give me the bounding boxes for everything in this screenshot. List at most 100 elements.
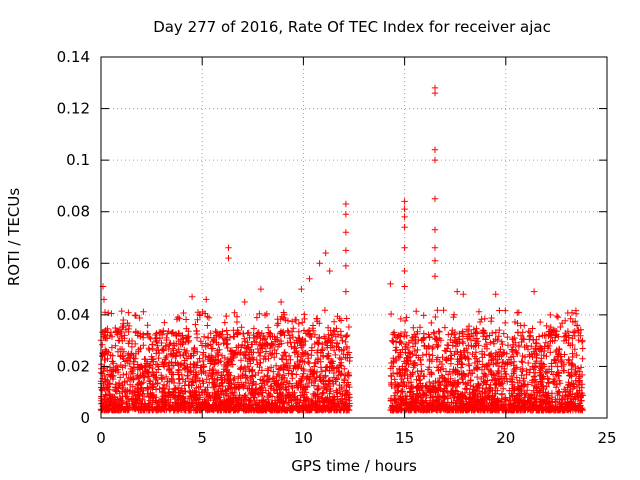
roti-point bbox=[420, 312, 427, 319]
roti-point bbox=[333, 339, 341, 347]
roti-point bbox=[272, 336, 279, 343]
roti-point bbox=[176, 315, 183, 322]
roti-point bbox=[174, 400, 181, 407]
roti-point bbox=[168, 329, 176, 337]
roti-point bbox=[128, 396, 135, 403]
y-tick-label: 0.06 bbox=[57, 254, 90, 272]
roti-point bbox=[492, 291, 499, 298]
roti-point bbox=[158, 331, 166, 338]
roti-point bbox=[193, 392, 200, 399]
roti-point bbox=[100, 296, 108, 303]
roti-point bbox=[308, 397, 315, 404]
roti-point bbox=[300, 337, 308, 345]
roti-point bbox=[312, 391, 319, 399]
roti-point bbox=[144, 330, 151, 337]
roti-point bbox=[401, 224, 408, 231]
roti-point bbox=[543, 322, 550, 330]
roti-point bbox=[130, 358, 138, 365]
roti-point bbox=[329, 394, 337, 401]
roti-point bbox=[334, 389, 341, 396]
roti-point bbox=[258, 406, 265, 414]
roti-point bbox=[389, 338, 396, 345]
roti-point bbox=[498, 390, 506, 397]
roti-point bbox=[459, 361, 466, 368]
roti-point bbox=[339, 337, 346, 344]
roti-point bbox=[326, 367, 333, 375]
roti-point bbox=[190, 360, 197, 368]
roti-point bbox=[255, 369, 262, 377]
roti-point bbox=[120, 348, 127, 355]
roti-point bbox=[277, 403, 284, 410]
roti-point bbox=[525, 328, 532, 335]
roti-point bbox=[319, 353, 327, 360]
roti-point bbox=[512, 347, 519, 354]
roti-point bbox=[487, 339, 494, 346]
roti-point bbox=[125, 309, 132, 316]
roti-point bbox=[183, 347, 191, 355]
roti-point bbox=[252, 381, 260, 388]
roti-point bbox=[209, 371, 216, 378]
roti-point bbox=[306, 331, 313, 338]
roti-point bbox=[244, 344, 251, 352]
roti-point bbox=[109, 375, 117, 383]
roti-point bbox=[258, 367, 266, 374]
roti-point bbox=[319, 346, 326, 353]
roti-point bbox=[230, 376, 237, 384]
roti-point bbox=[102, 391, 109, 398]
roti-point bbox=[190, 352, 197, 359]
roti-point bbox=[251, 388, 258, 396]
roti-point bbox=[289, 384, 296, 392]
roti-point bbox=[287, 339, 294, 346]
roti-point bbox=[306, 275, 313, 282]
roti-point bbox=[297, 342, 305, 349]
roti-point bbox=[105, 401, 113, 408]
roti-point bbox=[280, 381, 287, 388]
roti-point bbox=[342, 388, 349, 395]
roti-point bbox=[342, 333, 350, 340]
roti-point bbox=[128, 343, 136, 351]
roti-point bbox=[211, 380, 219, 388]
roti-point bbox=[159, 345, 167, 353]
roti-point bbox=[329, 364, 336, 372]
roti-point bbox=[246, 397, 253, 405]
roti-point bbox=[281, 363, 288, 371]
roti-point bbox=[135, 348, 142, 355]
roti-point bbox=[401, 244, 408, 251]
roti-point bbox=[124, 319, 131, 327]
roti-point bbox=[149, 393, 156, 400]
roti-point bbox=[199, 357, 207, 365]
roti-point bbox=[146, 377, 153, 385]
roti-point bbox=[288, 403, 295, 411]
roti-point bbox=[521, 322, 528, 329]
roti-point bbox=[209, 338, 217, 345]
roti-point bbox=[188, 293, 196, 300]
roti-point bbox=[168, 358, 175, 366]
roti-point bbox=[337, 332, 345, 339]
roti-point bbox=[222, 363, 229, 371]
roti-point bbox=[187, 367, 194, 375]
roti-point bbox=[146, 334, 153, 341]
roti-point bbox=[289, 375, 296, 382]
roti-point bbox=[211, 361, 218, 368]
chart-title: Day 277 of 2016, Rate Of TEC Index for r… bbox=[153, 18, 551, 36]
roti-point bbox=[120, 406, 128, 413]
roti-point bbox=[403, 314, 410, 321]
roti-point bbox=[149, 341, 156, 348]
roti-point bbox=[264, 324, 272, 331]
roti-point bbox=[224, 359, 231, 366]
roti-point bbox=[431, 195, 439, 202]
roti-point bbox=[100, 396, 108, 403]
roti-point bbox=[246, 349, 253, 356]
roti-point bbox=[283, 377, 291, 385]
roti-point bbox=[113, 363, 121, 370]
roti-point bbox=[314, 382, 322, 390]
roti-point bbox=[342, 200, 350, 208]
roti-point bbox=[161, 359, 168, 366]
roti-point bbox=[144, 322, 151, 329]
roti-point bbox=[314, 339, 322, 347]
roti-point bbox=[266, 375, 273, 383]
roti-point bbox=[256, 340, 263, 348]
roti-point bbox=[241, 402, 248, 409]
roti-point bbox=[161, 356, 169, 363]
roti-point bbox=[314, 398, 321, 405]
